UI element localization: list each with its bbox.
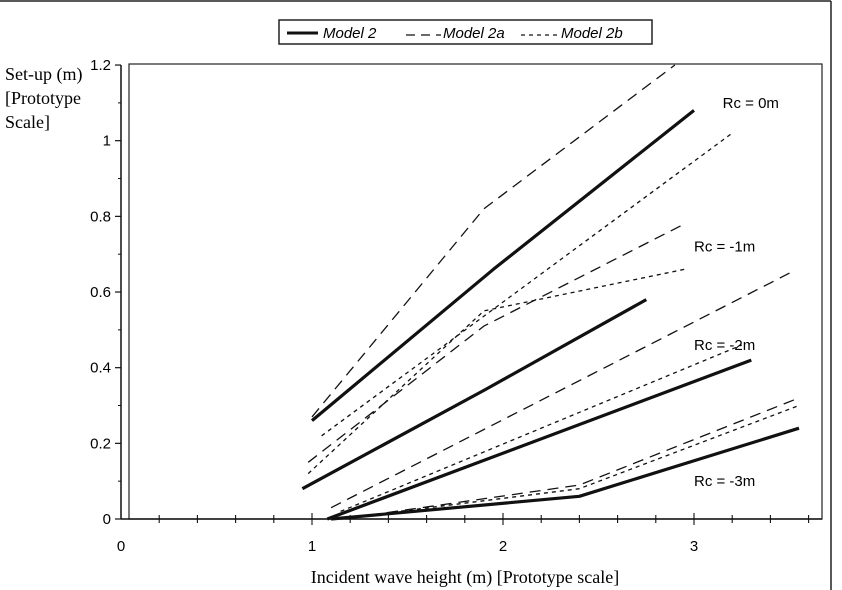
x-tick-label: 3 [690, 538, 698, 555]
series-layer [301, 64, 800, 521]
y-axis-title: Set-up (m) [Prototype Scale] [5, 64, 87, 132]
x-axis-title: Incident wave height (m) [Prototype scal… [311, 567, 619, 588]
y-axis-title-line-2: [Prototype [5, 88, 81, 108]
legend-label-model-2: Model 2 [323, 25, 377, 42]
series-line-model-2a-2 [311, 64, 676, 418]
x-tick-label: 0 [117, 538, 125, 555]
annotation-layer: Rc = 0m Rc = -1m Rc = -2m Rc = -3m [694, 95, 779, 490]
series-line-model-2a-11 [369, 397, 800, 516]
series-line-model-2b-6 [307, 268, 685, 475]
series-line-model-2-7 [326, 358, 752, 521]
legend-box [278, 19, 653, 45]
y-tick-label: 0.4 [90, 360, 111, 377]
legend: Model 2 Model 2a Model 2b [278, 19, 653, 45]
axes-layer: 0 0.2 0.4 0.6 0.8 1 1.2 0 1 2 3 [90, 57, 822, 555]
y-tick-label: 1 [103, 133, 111, 150]
y-tick-label: 0.2 [90, 435, 111, 452]
plot-area [128, 63, 823, 520]
series-line-model-2-10 [330, 426, 800, 521]
series-line-model-2b-9 [340, 344, 743, 513]
legend-label-model-2b: Model 2b [561, 25, 623, 42]
series-line-model-2b-12 [369, 404, 800, 516]
series-line-model-2-1 [310, 109, 695, 422]
y-tick-label: 0 [103, 511, 111, 528]
legend-label-model-2a: Model 2a [443, 25, 505, 42]
rc-label-2: Rc = -1m [694, 239, 755, 256]
series-line-model-2a-5 [307, 223, 685, 463]
series-line-model-2b-3 [321, 132, 733, 437]
rc-label-1: Rc = 0m [723, 95, 779, 112]
y-tick-label: 0.8 [90, 208, 111, 225]
rc-label-4: Rc = -3m [694, 473, 755, 490]
series-line-model-2a-8 [330, 272, 790, 509]
x-tick-label: 1 [308, 538, 316, 555]
rc-label-3: Rc = -2m [694, 337, 755, 354]
y-axis-title-line-3: Scale] [5, 112, 50, 132]
x-tick-label: 2 [499, 538, 507, 555]
y-tick-label: 0.6 [90, 284, 111, 301]
y-axis-title-line-1: Set-up (m) [5, 64, 82, 85]
y-tick-label: 1.2 [90, 57, 111, 74]
series-line-model-2-4 [301, 298, 648, 491]
